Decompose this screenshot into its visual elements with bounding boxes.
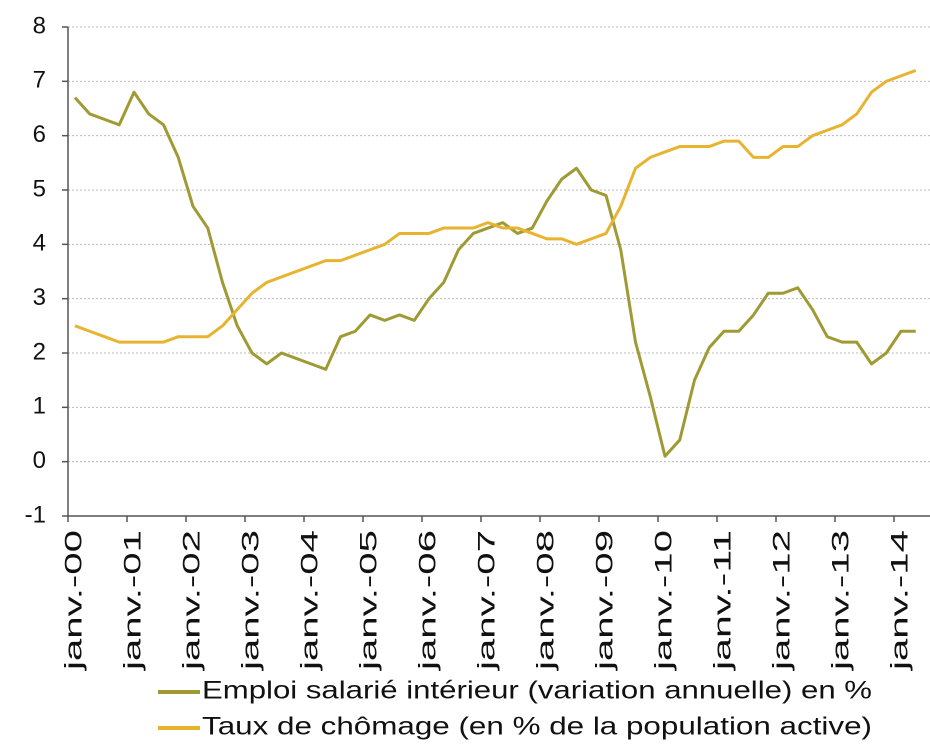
x-tick-label: janv.-05 [355, 530, 382, 672]
line-series [74, 69, 917, 344]
y-tick-label: 1 [33, 393, 46, 420]
y-tick-label: 0 [33, 447, 46, 474]
legend-label: Emploi salarié intérieur (variation annu… [202, 677, 872, 705]
y-tick-label: 6 [33, 121, 46, 148]
y-tick-label: 3 [33, 284, 46, 311]
y-tick-label: -1 [25, 501, 46, 528]
y-tick-label: 7 [33, 67, 46, 94]
x-tick-label: janv.-12 [768, 530, 795, 672]
x-tick-label: janv.-06 [414, 530, 441, 672]
x-tick-label: janv.-07 [473, 530, 500, 672]
x-tick-label: janv.-00 [60, 530, 87, 672]
y-tick-label: 2 [33, 338, 46, 365]
y-tick-label: 8 [33, 12, 46, 39]
x-tick-label: janv.-04 [296, 530, 323, 672]
x-tick-label: janv.-03 [237, 530, 264, 672]
x-tick-label: janv.-08 [532, 530, 559, 672]
y-tick-label: 4 [33, 230, 46, 257]
x-tick-label: janv.-01 [119, 530, 146, 672]
x-tick-label: janv.-02 [178, 530, 205, 672]
x-tick-label: janv.-09 [591, 530, 618, 672]
y-tick-label: 5 [33, 175, 46, 202]
x-tick-label: janv.-13 [827, 530, 854, 672]
x-tick-label: janv.-10 [650, 530, 677, 672]
x-tick-label: janv.-14 [886, 530, 913, 672]
x-tick-label: janv.-11 [709, 530, 736, 672]
legend-label: Taux de chômage (en % de la population a… [202, 713, 872, 741]
